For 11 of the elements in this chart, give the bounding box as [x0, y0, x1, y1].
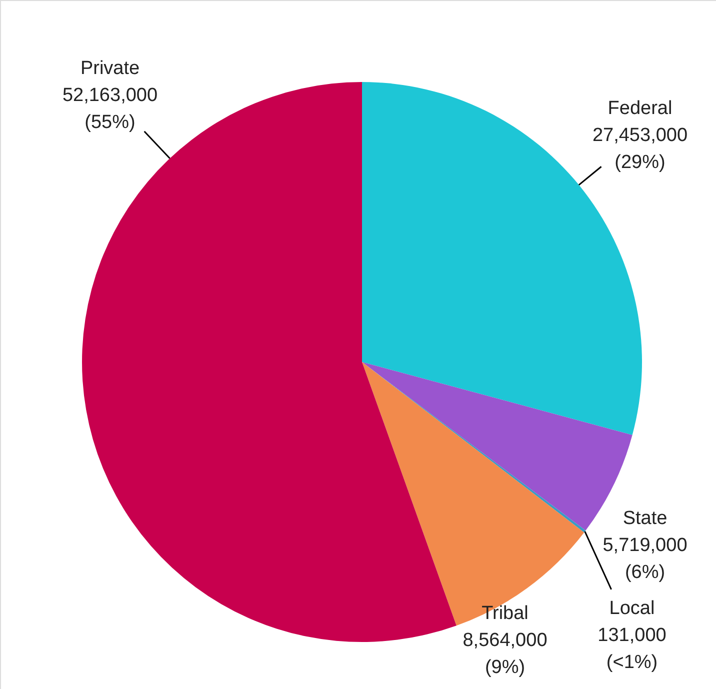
slice-label: Private [80, 58, 140, 79]
data-label: 52,163,000 (55%) [62, 85, 158, 133]
slice-label: Federal [608, 98, 672, 119]
data-label: 131,000 (<1%) [598, 625, 666, 673]
data-label: 27,453,000 (29%) [592, 125, 688, 173]
slice-label: Local [609, 598, 655, 619]
slice-label: State [622, 508, 668, 529]
data-label: 5,719,000 (6%) [602, 535, 688, 583]
slice-label: Tribal [482, 603, 528, 624]
pie-slice [362, 362, 584, 626]
data-label: 8,564,000 (9%) [462, 630, 548, 678]
